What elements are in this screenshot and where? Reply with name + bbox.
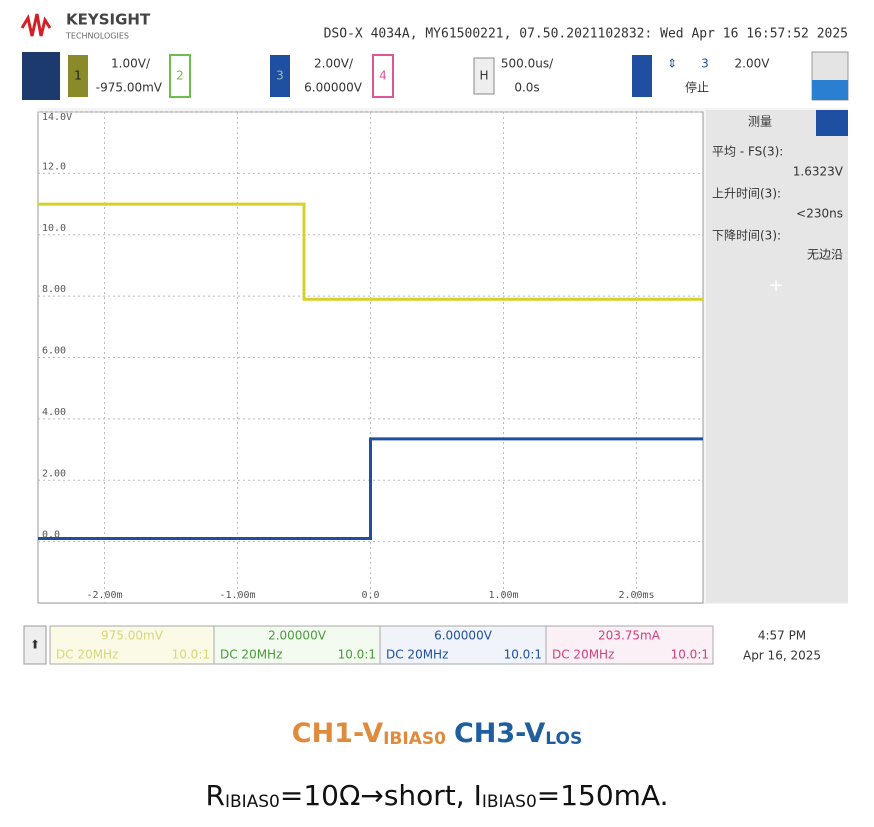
ch1-offset: -975.00mV (96, 81, 163, 95)
y-tick-label: 8.00 (42, 284, 66, 295)
m2-value: <230ns (796, 207, 843, 221)
brand-sub: TECHNOLOGIES (65, 32, 129, 41)
x-tick-label: 2.00ms (618, 590, 654, 601)
caption-part: =10Ω→short, I (280, 779, 482, 812)
caption-sub: LOS (545, 729, 582, 749)
panel-title: 测量 (748, 115, 772, 129)
ch4-coupling: DC 20MHz (552, 648, 614, 662)
trig-source: 3 (701, 57, 709, 71)
h-button[interactable] (473, 57, 495, 95)
measure-panel (706, 110, 848, 603)
add-measure[interactable]: + (768, 275, 783, 296)
m2-label: 上升时间(3): (712, 187, 781, 201)
ch1-scale: 1.00V/ (111, 57, 151, 71)
brand: KEYSIGHT (66, 11, 151, 29)
trig-icon: ⇕ (667, 57, 677, 71)
ch1-button[interactable] (68, 55, 88, 97)
ch2-status (213, 625, 381, 665)
y-tick-label: 14.0V (42, 112, 72, 123)
caption-line1: CH1-VIBIAS0 CH3-VLOS (292, 718, 582, 750)
caption-part: R (205, 779, 224, 812)
caption-part: =150mA. (537, 779, 669, 812)
ch3-scale: 2.00V/ (314, 57, 354, 71)
trace (38, 202, 703, 301)
run-status: 停止 (685, 80, 709, 95)
ch3-value: 6.00000V (434, 629, 493, 643)
caption-part: CH3-V (454, 718, 545, 749)
trigger-button[interactable] (632, 55, 652, 97)
ch4-status (545, 625, 714, 665)
ch3-probe: 10.0:1 (504, 648, 542, 662)
clock-date: Apr 16, 2025 (743, 649, 821, 663)
time-delay: 0.0s (514, 81, 539, 95)
y-tick-label: 0.0 (42, 530, 60, 541)
header-info: DSO-X 4034A, MY61500221, 07.50.202110283… (324, 27, 848, 42)
clock-time: 4:57 PM (758, 629, 806, 643)
ch1-coupling: DC 20MHz (56, 648, 118, 662)
m1-label: 平均 - FS(3): (712, 145, 783, 159)
x-tick-label: -2.00m (86, 590, 122, 601)
ch3-coupling: DC 20MHz (386, 648, 448, 662)
ch2-button[interactable] (169, 54, 191, 98)
caption-sub: IBIAS0 (383, 729, 446, 749)
ch1-value: 975.00mV (101, 629, 164, 643)
ch2-coupling: DC 20MHz (220, 648, 282, 662)
caption-line2: RIBIAS0=10Ω→short, IIBIAS0=150mA. (205, 779, 668, 812)
y-tick-label: 2.00 (42, 468, 66, 479)
mode-icon (812, 80, 848, 100)
h-label: H (479, 69, 488, 83)
y-tick-label: 12.0 (42, 161, 66, 172)
caption-sub: IBIAS0 (225, 792, 280, 812)
plot: 0.0 2.00 4.00 6.00 8.00 10.0 12.0 14.0V -2.00m -1… (38, 111, 703, 603)
m1-value: 1.6323V (793, 165, 844, 179)
y-tick-label: 10.0 (42, 223, 66, 234)
caption-part: CH1-V (292, 718, 383, 749)
time-scale: 500.0us/ (501, 57, 554, 71)
ch3-label: 3 (276, 69, 284, 83)
ch4-value: 203.75mA (598, 629, 661, 643)
ch1-probe: 10.0:1 (172, 648, 210, 662)
ch1-label: 1 (74, 69, 82, 83)
ch4-probe: 10.0:1 (671, 648, 709, 662)
x-tick-label: 1.00m (488, 590, 518, 601)
ch3-button[interactable] (270, 55, 290, 97)
m3-value: 无边沿 (807, 248, 843, 262)
ch2-label: 2 (176, 69, 184, 83)
ch4-button[interactable] (372, 54, 394, 98)
panel-tab[interactable] (816, 110, 848, 136)
trace (38, 437, 703, 541)
ch2-probe: 10.0:1 (338, 648, 376, 662)
scroll-button[interactable] (23, 625, 47, 665)
y-tick-label: 6.00 (42, 346, 66, 357)
y-tick-label: 4.00 (42, 407, 66, 418)
caption-sub: IBIAS0 (482, 792, 537, 812)
menu-button[interactable] (22, 52, 60, 100)
ch2-value: 2.00000V (268, 629, 327, 643)
x-tick-label: 0.0 (361, 590, 379, 601)
m3-label: 下降时间(3): (712, 229, 781, 243)
scroll-icon: ⬆ (30, 638, 40, 652)
trig-level: 2.00V (735, 57, 771, 71)
ch3-offset: 6.00000V (304, 81, 363, 95)
ch4-label: 4 (379, 69, 387, 83)
ch3-status (379, 625, 547, 665)
logo (20, 13, 52, 37)
x-tick-label: -1.00m (219, 590, 255, 601)
ch1-status (49, 625, 215, 665)
